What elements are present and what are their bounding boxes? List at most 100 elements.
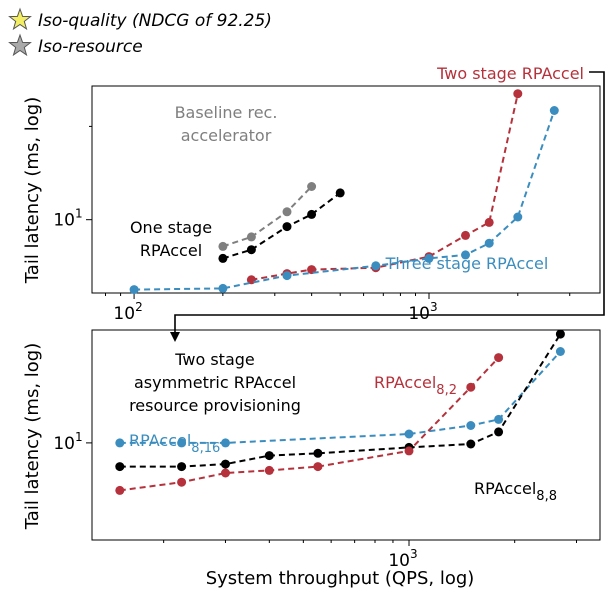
legend-item-iso-quality: Iso-quality (NDCG of 92.25) bbox=[8, 7, 272, 31]
legend: Iso-quality (NDCG of 92.25) Iso-resource bbox=[8, 7, 272, 57]
series-line-baseline-rec-accelerator bbox=[222, 185, 313, 248]
data-point-rpaccel8-16 bbox=[404, 429, 414, 439]
data-point-rpaccel8-8 bbox=[221, 459, 230, 469]
annotation-two-stage: Two stage RPAccel bbox=[436, 64, 584, 83]
label-rpaccel-8-16-sub: 8,16 bbox=[191, 441, 220, 456]
data-point-rpaccel8-8 bbox=[264, 451, 274, 461]
top-plot-frame bbox=[91, 85, 601, 294]
y-tick-label: 101 bbox=[53, 430, 82, 454]
annotation-baseline-line1: Baseline rec. bbox=[175, 103, 278, 122]
data-point-rpaccel8-16 bbox=[115, 438, 125, 448]
x-tick-label: 103 bbox=[408, 300, 437, 324]
data-point-three-stage-rpaccel bbox=[513, 212, 523, 222]
bottom-series bbox=[115, 329, 565, 495]
series-rpaccel8-16 bbox=[115, 347, 565, 448]
data-point-three-stage-rpaccel bbox=[549, 106, 559, 115]
data-point-three-stage-rpaccel bbox=[282, 271, 292, 281]
data-point-rpaccel8-2 bbox=[115, 485, 125, 495]
data-point-two-stage-rpaccel bbox=[484, 217, 494, 227]
data-point-three-stage-rpaccel bbox=[371, 261, 381, 271]
data-point-rpaccel8-8 bbox=[555, 329, 565, 339]
annotation-asym-line2: asymmetric RPAccel bbox=[134, 373, 296, 392]
data-point-rpaccel8-2 bbox=[404, 446, 414, 456]
data-point-rpaccel8-16 bbox=[177, 438, 187, 448]
bottom-plot-frame bbox=[91, 329, 601, 541]
series-line-rpaccel8-2 bbox=[119, 356, 500, 492]
x-tick-label-base: 10 bbox=[408, 304, 430, 324]
bottom-y-axis-label: Tail latency (ms, log) bbox=[22, 343, 43, 530]
data-point-baseline-rec-accelerator bbox=[307, 182, 317, 191]
y-tick-label: 101 bbox=[53, 207, 82, 231]
annotation-one-stage-line2: RPAccel bbox=[140, 241, 202, 260]
data-point-two-stage-rpaccel bbox=[513, 89, 523, 99]
x-tick-label: 103 bbox=[388, 547, 417, 571]
data-point-rpaccel8-8 bbox=[115, 462, 125, 472]
label-rpaccel-8-2-main: RPAccel bbox=[374, 373, 436, 392]
data-point-baseline-rec-accelerator bbox=[218, 241, 228, 251]
label-rpaccel-8-8: RPAccel8,8 bbox=[474, 479, 557, 504]
star-icon-yellow bbox=[8, 7, 32, 31]
data-point-rpaccel8-8 bbox=[466, 439, 476, 449]
series-one-stage-rpaccel bbox=[218, 188, 345, 263]
y-tick-label-base: 10 bbox=[53, 434, 75, 454]
annotation-baseline-line2: accelerator bbox=[181, 126, 272, 145]
legend-label-iso-quality: Iso-quality (NDCG of 92.25) bbox=[38, 11, 272, 31]
x-tick-label-exp: 3 bbox=[430, 300, 438, 314]
label-rpaccel-8-2: RPAccel8,2 bbox=[374, 373, 457, 398]
data-point-one-stage-rpaccel bbox=[246, 245, 256, 255]
data-point-baseline-rec-accelerator bbox=[282, 207, 292, 217]
label-rpaccel-8-2-sub: 8,2 bbox=[436, 383, 457, 398]
data-point-one-stage-rpaccel bbox=[218, 253, 228, 263]
series-line-two-stage-rpaccel bbox=[251, 93, 519, 281]
data-point-baseline-rec-accelerator bbox=[246, 232, 256, 242]
top-series bbox=[129, 89, 559, 295]
y-tick-label-exp: 1 bbox=[75, 207, 83, 221]
x-axis-label: System throughput (QPS, log) bbox=[206, 568, 475, 589]
legend-item-iso-resource: Iso-resource bbox=[8, 33, 143, 57]
annotation-one-stage-line1: One stage bbox=[130, 218, 212, 237]
y-tick-label-base: 10 bbox=[53, 211, 75, 231]
y-tick-label-exp: 1 bbox=[75, 430, 83, 444]
two-stage-connector: Two stage RPAccel bbox=[170, 64, 605, 342]
label-rpaccel-8-16-main: RPAccel bbox=[129, 431, 191, 450]
data-point-rpaccel8-16 bbox=[466, 421, 476, 430]
data-point-three-stage-rpaccel bbox=[461, 250, 470, 260]
annotation-three-stage: Three stage RPAccel bbox=[385, 254, 549, 273]
star-icon-gray bbox=[8, 33, 32, 57]
label-rpaccel-8-16: RPAccel8,16 bbox=[129, 431, 220, 456]
data-point-rpaccel8-2 bbox=[177, 477, 187, 487]
data-point-three-stage-rpaccel bbox=[424, 253, 434, 263]
annotation-asym-line1: Two stage bbox=[174, 350, 255, 369]
x-tick-label-base: 10 bbox=[113, 304, 135, 324]
series-line-one-stage-rpaccel bbox=[222, 192, 341, 260]
data-point-three-stage-rpaccel bbox=[218, 283, 228, 293]
x-tick-label-base: 10 bbox=[388, 551, 410, 571]
data-point-two-stage-rpaccel bbox=[461, 230, 470, 240]
x-tick-label-exp: 3 bbox=[410, 547, 418, 561]
label-rpaccel-8-8-sub: 8,8 bbox=[536, 489, 557, 504]
series-line-three-stage-rpaccel bbox=[134, 110, 556, 291]
legend-label-iso-resource: Iso-resource bbox=[38, 37, 143, 57]
data-point-rpaccel8-16 bbox=[494, 414, 504, 424]
data-point-rpaccel8-8 bbox=[494, 427, 504, 437]
series-rpaccel8-2 bbox=[115, 353, 504, 495]
data-point-rpaccel8-2 bbox=[313, 462, 323, 472]
data-point-rpaccel8-8 bbox=[313, 448, 323, 458]
x-tick-label-exp: 2 bbox=[135, 300, 143, 314]
top-y-axis-label: Tail latency (ms, log) bbox=[22, 97, 43, 284]
data-point-three-stage-rpaccel bbox=[129, 285, 139, 295]
data-point-rpaccel8-2 bbox=[264, 465, 274, 475]
arrow-head-icon bbox=[170, 332, 180, 342]
series-three-stage-rpaccel bbox=[129, 106, 559, 295]
x-tick-label: 102 bbox=[113, 300, 142, 324]
data-point-rpaccel8-2 bbox=[494, 353, 504, 363]
annotation-asym-line3: resource provisioning bbox=[129, 396, 301, 415]
data-point-one-stage-rpaccel bbox=[282, 222, 292, 232]
data-point-rpaccel8-16 bbox=[221, 438, 230, 448]
data-point-rpaccel8-2 bbox=[466, 382, 476, 392]
